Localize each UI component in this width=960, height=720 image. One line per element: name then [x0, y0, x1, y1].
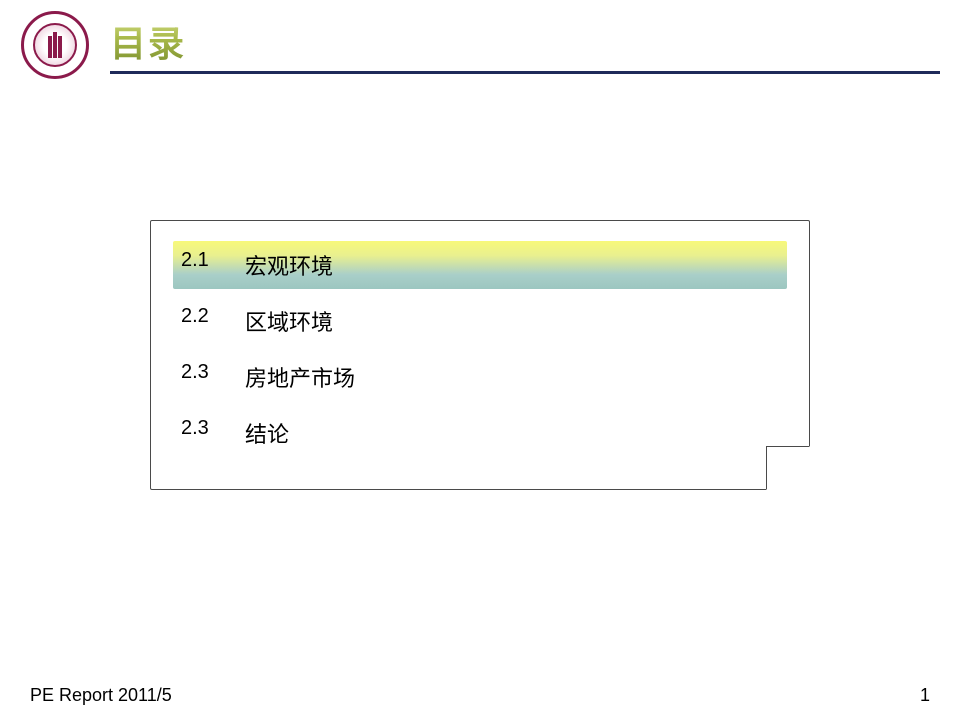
toc-item-label: 区域环境: [245, 305, 333, 337]
pagefold-icon: [766, 446, 810, 490]
toc-item-number: 2.3: [181, 361, 227, 393]
toc-item: 2.3 房地产市场: [181, 353, 779, 401]
slide-main: 2.1 宏观环境 2.2 区域环境 2.3 房地产市场 2.3 结论: [0, 80, 960, 680]
footer-left: PE Report 2011/5: [30, 685, 172, 706]
toc-item-number: 2.3: [181, 417, 227, 449]
toc-item-number: 2.2: [181, 305, 227, 337]
toc-item-label: 宏观环境: [245, 249, 333, 281]
toc-box: 2.1 宏观环境 2.2 区域环境 2.3 房地产市场 2.3 结论: [150, 220, 810, 490]
slide-title: 目录: [110, 15, 186, 67]
footer-page-number: 1: [920, 685, 930, 706]
title-wrap: 目录: [110, 15, 940, 80]
toc-item-label: 结论: [245, 417, 289, 449]
slide-footer: PE Report 2011/5 1: [0, 680, 960, 720]
slide-header: 目录: [0, 0, 960, 80]
toc-item: 2.1 宏观环境: [173, 241, 787, 289]
toc-item-number: 2.1: [181, 249, 227, 281]
header-rule: [110, 71, 940, 74]
logo-seal-icon: [20, 10, 90, 80]
toc-item: 2.3 结论: [181, 409, 779, 457]
toc-item-label: 房地产市场: [245, 361, 355, 393]
toc-item: 2.2 区域环境: [181, 297, 779, 345]
